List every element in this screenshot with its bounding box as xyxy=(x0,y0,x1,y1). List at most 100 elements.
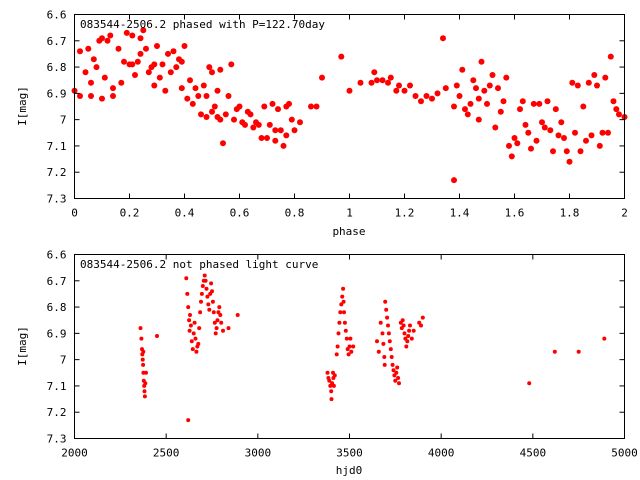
unphased-data-point xyxy=(186,305,191,310)
phased-data-point xyxy=(308,103,314,110)
phased-data-point xyxy=(192,85,199,92)
phased-data-point xyxy=(396,82,402,89)
unphased-data-point xyxy=(192,320,197,325)
unphased-data-point xyxy=(141,349,146,354)
phased-data-point xyxy=(506,142,512,149)
phased-data-point xyxy=(544,98,551,105)
unphased-y-tick-label: 7.3 xyxy=(47,433,67,446)
phased-data-point xyxy=(503,74,510,81)
phased-data-point xyxy=(99,95,105,102)
phased-data-point xyxy=(596,142,603,149)
unphased-x-tick-label: 4000 xyxy=(428,447,455,460)
unphased-data-point xyxy=(386,331,391,336)
unphased-data-point xyxy=(400,318,405,323)
phased-data-point xyxy=(134,58,141,65)
unphased-data-point xyxy=(191,331,196,336)
phased-data-point xyxy=(451,177,457,184)
unphased-data-point xyxy=(343,328,348,333)
phased-data-point xyxy=(255,121,262,128)
phased-x-tick-label: 1.6 xyxy=(505,207,525,220)
unphased-data-point xyxy=(187,318,192,323)
phased-data-point xyxy=(313,103,320,110)
phased-data-point xyxy=(514,140,521,147)
phased-data-point xyxy=(484,100,490,107)
phased-data-point xyxy=(231,116,237,123)
phased-data-point xyxy=(261,103,268,110)
phased-data-point xyxy=(93,64,100,71)
phased-data-point xyxy=(250,124,257,131)
unphased-y-tick-label: 6.7 xyxy=(47,275,67,288)
phased-data-point xyxy=(178,85,185,92)
phased-data-point xyxy=(209,108,215,115)
phased-data-point xyxy=(453,82,460,89)
phased-data-point xyxy=(297,119,303,126)
phased-data-point xyxy=(489,72,496,78)
phased-data-point xyxy=(473,85,479,92)
phased-data-point xyxy=(288,116,295,123)
phased-data-point xyxy=(591,72,598,78)
phased-data-point xyxy=(275,106,281,113)
phased-data-point xyxy=(346,87,353,94)
phased-data-point xyxy=(533,137,540,144)
phased-x-tick-label: 0.6 xyxy=(230,207,250,220)
unphased-data-points xyxy=(138,273,607,423)
unphased-data-point xyxy=(339,302,344,307)
phased-y-tick-label: 6.6 xyxy=(47,9,67,22)
phased-data-point xyxy=(613,106,620,113)
unphased-data-point xyxy=(404,344,409,349)
unphased-data-point xyxy=(207,307,212,312)
phased-data-point xyxy=(143,45,149,52)
phased-data-point xyxy=(217,66,224,73)
unphased-data-point xyxy=(327,378,332,383)
phased-data-point xyxy=(247,111,254,118)
unphased-data-point xyxy=(602,336,607,341)
phased-y-tick-label: 6.9 xyxy=(47,87,67,100)
unphased-data-point xyxy=(341,299,346,304)
phased-data-point xyxy=(198,111,204,118)
phased-data-point xyxy=(481,87,488,94)
phased-data-point xyxy=(129,32,136,39)
phased-data-point xyxy=(536,100,543,107)
phased-data-point xyxy=(187,77,193,84)
unphased-data-point xyxy=(219,320,224,325)
unphased-data-point xyxy=(347,344,352,349)
phased-data-point xyxy=(577,148,584,155)
phased-plot-frame xyxy=(74,14,625,199)
unphased-data-point xyxy=(351,344,356,349)
unphased-data-point xyxy=(155,334,159,338)
unphased-data-point xyxy=(188,323,193,328)
phased-data-point xyxy=(115,45,122,52)
unphased-data-point xyxy=(396,376,401,380)
phased-data-point xyxy=(547,127,554,134)
phased-data-point xyxy=(605,129,611,136)
phased-light-curve-chart: 0 0.2 0.4 0.6 0.8 1 1.2 1.4 1.6 1.8 2 6.6 6.7 6.8 6.9… xyxy=(16,9,628,239)
unphased-data-point xyxy=(397,381,401,386)
phased-data-point xyxy=(475,95,482,102)
phased-y-axis: 6.6 6.7 6.8 6.9 7 7.1 7.2 7.3 xyxy=(47,9,625,206)
phased-data-point xyxy=(434,90,441,97)
unphased-data-point xyxy=(142,394,147,399)
unphased-data-point xyxy=(411,328,416,333)
phased-data-point xyxy=(209,69,215,76)
phased-data-point xyxy=(236,103,243,110)
unphased-data-point xyxy=(197,326,202,331)
phased-data-point xyxy=(423,93,430,99)
unphased-data-point xyxy=(375,339,379,344)
phased-data-point xyxy=(266,121,273,128)
unphased-data-point xyxy=(187,328,192,333)
phased-data-point xyxy=(574,82,581,89)
phased-data-point xyxy=(519,98,526,105)
phased-data-point xyxy=(228,61,235,68)
phased-data-point xyxy=(283,132,290,139)
phased-data-point xyxy=(588,132,595,139)
phased-data-point xyxy=(508,153,515,160)
unphased-data-point xyxy=(334,352,339,357)
unphased-x-axis-label: hjd0 xyxy=(336,464,363,477)
phased-data-point xyxy=(338,53,345,60)
phased-data-point xyxy=(162,87,169,94)
phased-data-point xyxy=(467,100,474,107)
unphased-data-point xyxy=(344,336,349,341)
unphased-data-point xyxy=(210,299,215,304)
phased-x-tick-label: 1.8 xyxy=(560,207,580,220)
unphased-data-point xyxy=(382,355,387,359)
